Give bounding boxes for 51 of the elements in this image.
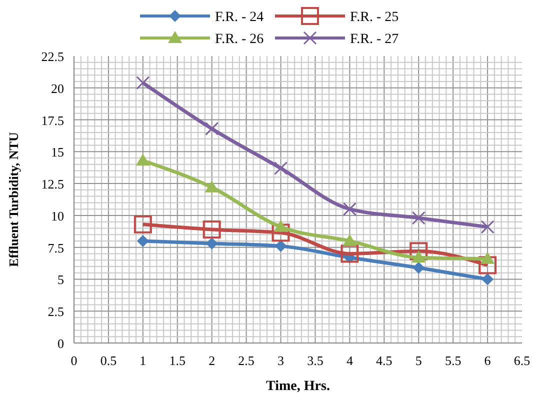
- y-tick-label: 2.5: [48, 304, 64, 320]
- point: [134, 215, 152, 234]
- point: [480, 252, 495, 264]
- x-tick-label: 0.5: [100, 353, 117, 368]
- point: [136, 154, 150, 166]
- x-tick-label: 1: [140, 353, 146, 368]
- point: [204, 180, 219, 192]
- x-tick-label: 6: [484, 353, 492, 368]
- x-tick-label: 2: [208, 353, 216, 368]
- point: [412, 262, 425, 274]
- point: [340, 244, 359, 263]
- x-tick-label: 2.5: [238, 353, 254, 368]
- legend-label: F.R. - 26: [215, 32, 264, 47]
- point: [482, 273, 494, 286]
- point: [342, 202, 356, 216]
- x-tick-label: 4: [346, 353, 354, 368]
- y-tick-label: 12.5: [41, 176, 64, 192]
- x-tick-label: 5: [415, 353, 422, 368]
- y-tick-label: 5: [58, 272, 64, 288]
- point: [342, 234, 357, 246]
- y-tick-label: 22.5: [41, 49, 64, 64]
- point: [205, 122, 219, 136]
- y-tick-label: 15: [51, 144, 64, 160]
- x-axis-title: Time, Hrs.: [266, 379, 330, 394]
- point: [480, 220, 494, 234]
- legend-label: F.R. - 27: [350, 32, 399, 47]
- point: [410, 242, 428, 260]
- x-tick-label: 5.5: [444, 353, 462, 368]
- x-tick-label: 4.5: [376, 353, 392, 368]
- point: [412, 211, 426, 225]
- y-tick-label: 7.5: [48, 240, 64, 256]
- x-tick-label: 1.5: [169, 353, 186, 368]
- x-tick-label: 3: [278, 353, 284, 368]
- point: [274, 240, 287, 252]
- y-tick-label: 10: [51, 208, 64, 224]
- point: [272, 224, 290, 242]
- point: [202, 220, 221, 238]
- x-tick-label: 3.5: [307, 353, 324, 368]
- x-tick-label: 0: [70, 353, 78, 368]
- point: [274, 162, 288, 175]
- point: [206, 238, 218, 250]
- y-tick-label: 0: [58, 336, 64, 351]
- point: [136, 76, 150, 90]
- y-tick-label: 20: [51, 80, 64, 96]
- x-tick-label: 6.5: [514, 353, 530, 368]
- legend-label: F.R. - 25: [350, 10, 399, 25]
- point: [136, 234, 149, 247]
- y-tick-label: 17.5: [41, 112, 64, 128]
- point: [478, 256, 497, 274]
- y-axis-title: Effluent Turbidity, NTU: [6, 132, 21, 267]
- legend-label: F.R. - 24: [215, 10, 264, 25]
